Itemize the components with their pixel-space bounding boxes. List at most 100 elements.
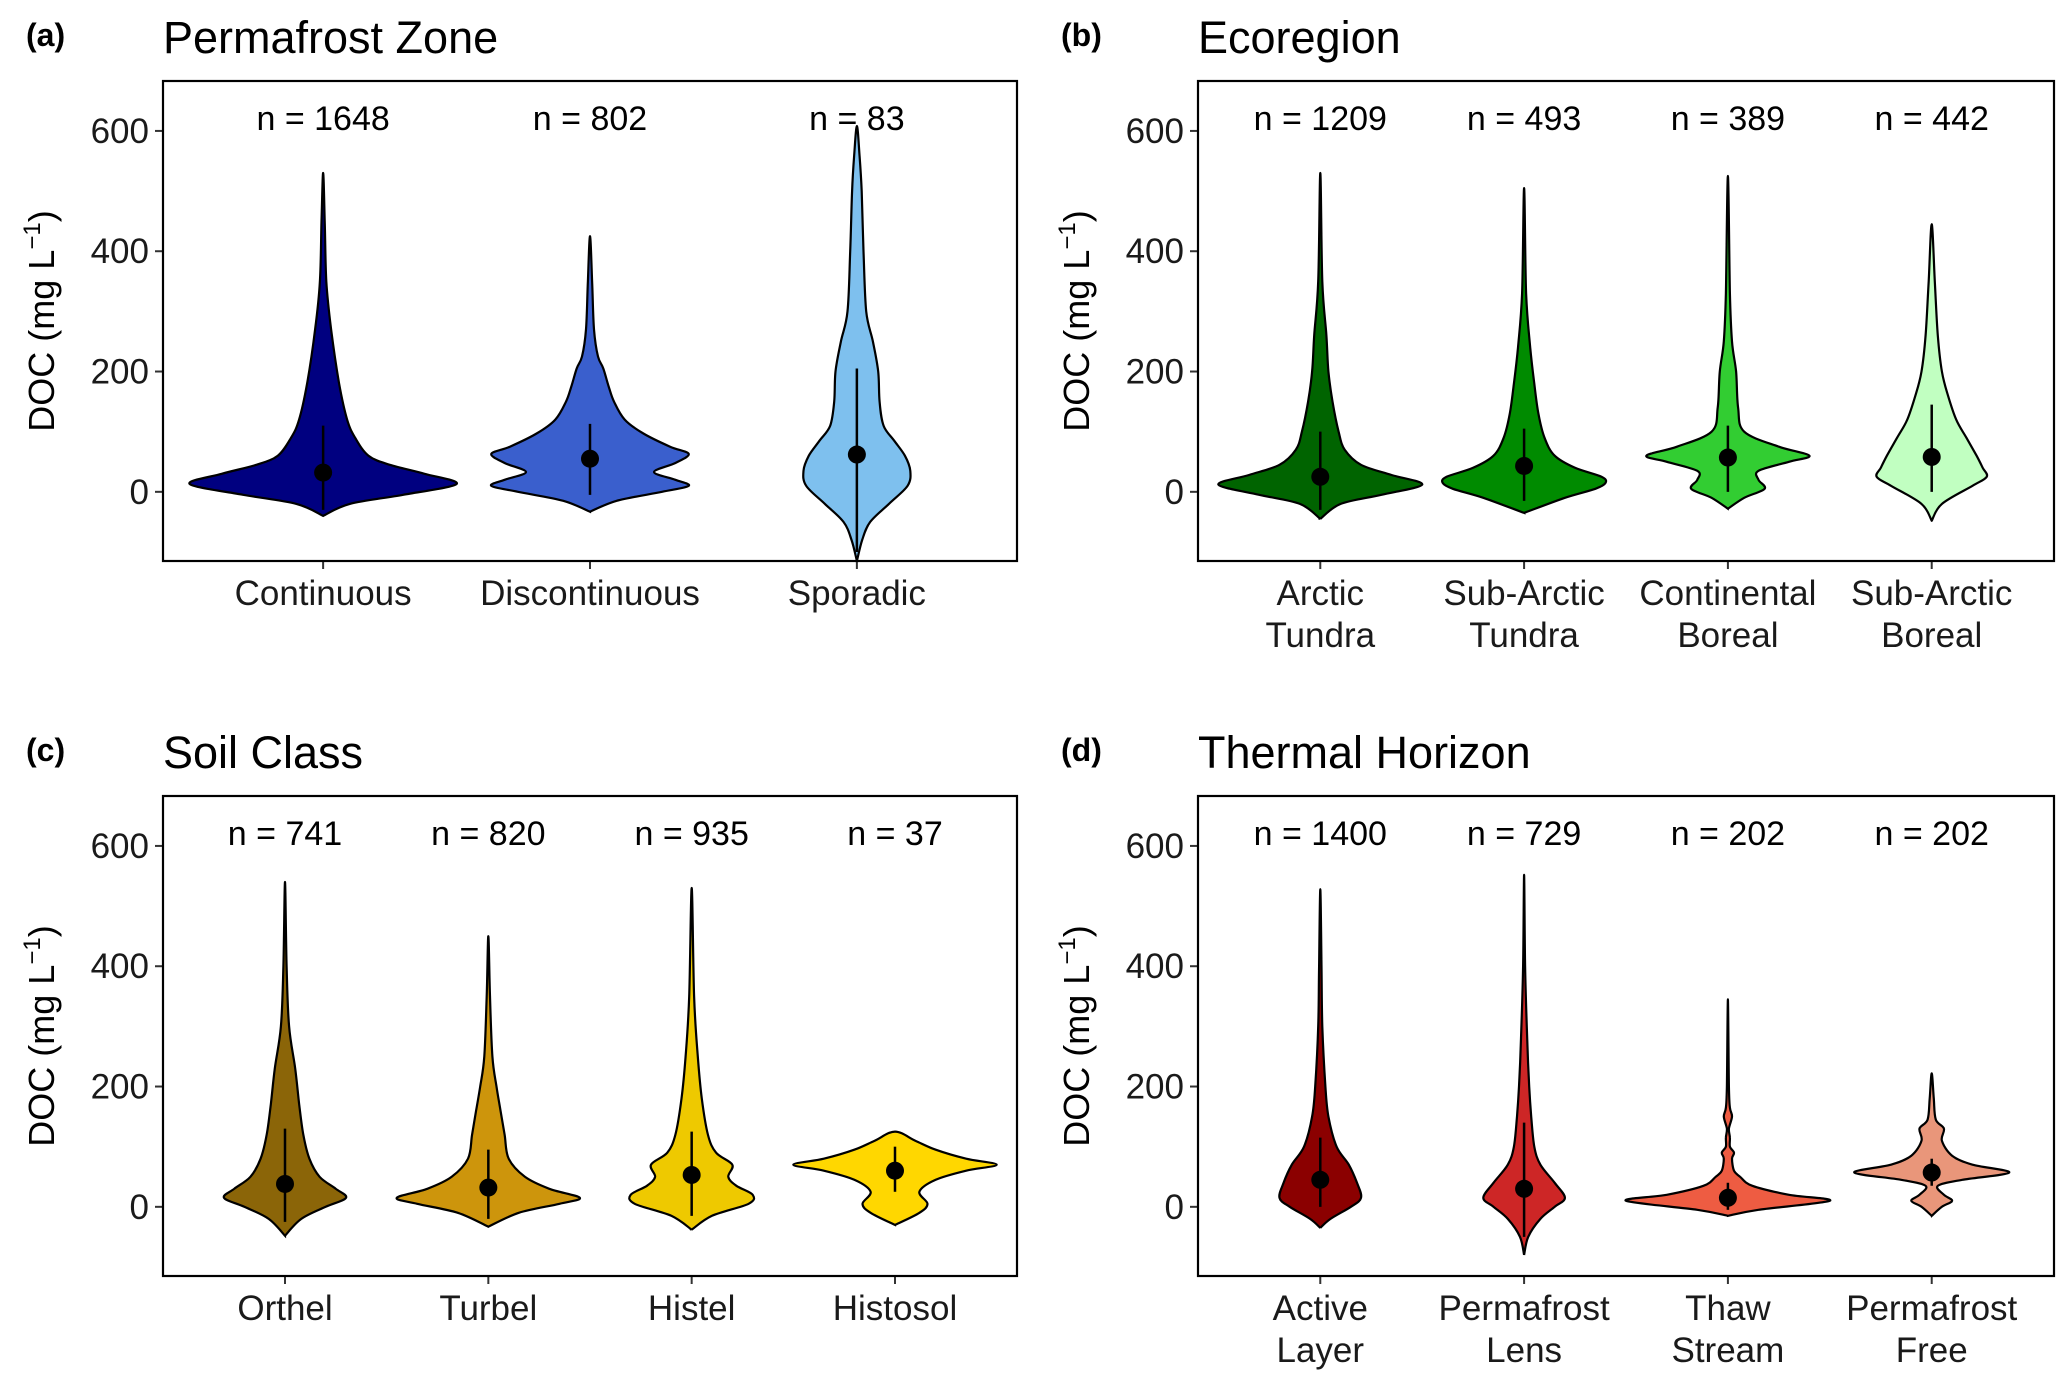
- x-tick-label: Active: [1273, 1289, 1368, 1328]
- panel-label: (d): [1061, 732, 1102, 768]
- y-axis-label-main: DOC (mg L: [21, 965, 62, 1147]
- y-axis-label-close: ): [21, 925, 62, 937]
- x-tick-label: Discontinuous: [480, 574, 700, 613]
- x-tick-label: Arctic: [1277, 574, 1365, 613]
- x-tick-label: Sub-Arctic: [1851, 574, 2012, 613]
- panel-a: (a) Permafrost Zone DOC (mg L−1) 0 200 400 600…: [19, 12, 1019, 613]
- median-point: [314, 463, 333, 482]
- x-tick-label: Free: [1896, 1331, 1968, 1370]
- n-label: n = 83: [809, 100, 904, 138]
- violin-2: [802, 124, 912, 563]
- violin-3: [1875, 223, 1989, 522]
- x-tick-label: Continental: [1639, 574, 1816, 613]
- median-point: [682, 1165, 701, 1184]
- y-tick-label: 600: [91, 112, 149, 151]
- x-tick-label: Tundra: [1265, 616, 1375, 655]
- panel-label: (c): [26, 732, 65, 768]
- median-point: [479, 1178, 498, 1197]
- y-axis-label-superscript: −1: [1054, 937, 1081, 964]
- x-tick-label: Thaw: [1685, 1289, 1771, 1328]
- violin-3: [1853, 1072, 2011, 1218]
- y-axis-label-main: DOC (mg L: [1056, 250, 1097, 432]
- n-label: n = 37: [847, 815, 942, 853]
- n-label: n = 741: [228, 815, 342, 853]
- y-tick-label: 600: [91, 827, 149, 866]
- x-tick-label: Lens: [1486, 1331, 1562, 1370]
- y-tick-label: 400: [1126, 947, 1184, 986]
- y-tick-label: 0: [1165, 473, 1184, 512]
- y-axis-label-close: ): [1056, 925, 1097, 937]
- median-point: [886, 1161, 904, 1180]
- median-point: [1311, 1170, 1330, 1189]
- median-point: [1922, 1163, 1941, 1182]
- y-tick-label: 600: [1126, 827, 1184, 866]
- violin-1: [1441, 186, 1608, 515]
- n-label: n = 442: [1875, 100, 1989, 138]
- median-point: [1311, 467, 1330, 486]
- y-tick-label: 200: [1126, 353, 1184, 392]
- y-tick-label: 600: [1126, 112, 1184, 151]
- x-tick-label: Turbel: [439, 1289, 537, 1328]
- median-point: [847, 445, 866, 464]
- y-tick-label: 200: [1126, 1068, 1184, 1107]
- y-axis-label-main: DOC (mg L: [21, 250, 62, 432]
- n-label: n = 1209: [1254, 100, 1387, 138]
- median-point: [1922, 447, 1941, 466]
- y-tick-label: 400: [91, 232, 149, 271]
- panel-title: Ecoregion: [1198, 12, 1401, 63]
- n-label: n = 389: [1671, 100, 1785, 138]
- plot-border: [1196, 794, 2056, 1278]
- x-tick-label: Boreal: [1881, 616, 1982, 655]
- x-tick-label: Layer: [1277, 1331, 1365, 1370]
- x-tick-label: Boreal: [1677, 616, 1778, 655]
- n-label: n = 820: [431, 815, 545, 853]
- x-tick-label: Sub-Arctic: [1443, 574, 1604, 613]
- n-label: n = 202: [1671, 815, 1785, 853]
- x-tick-label: Histosol: [833, 1289, 957, 1328]
- x-tick-label: Permafrost: [1846, 1289, 2017, 1328]
- panel-title: Permafrost Zone: [163, 12, 498, 63]
- y-axis-label: DOC (mg L−1): [1054, 925, 1097, 1146]
- violin-0: [1278, 888, 1363, 1229]
- violin-0: [188, 171, 458, 518]
- y-axis-label-close: ): [21, 210, 62, 222]
- median-point: [581, 449, 599, 468]
- x-tick-label: Continuous: [235, 574, 412, 613]
- n-label: n = 935: [634, 815, 748, 853]
- y-axis-label-close: ): [1056, 210, 1097, 222]
- y-tick-label: 400: [1126, 232, 1184, 271]
- plot-border: [1196, 79, 2056, 563]
- violin-2: [628, 886, 756, 1231]
- y-tick-label: 0: [1165, 1188, 1184, 1227]
- violin-1: [1482, 873, 1567, 1256]
- x-tick-label: Sporadic: [788, 574, 926, 613]
- violin-0: [1217, 171, 1424, 520]
- y-axis-label-superscript: −1: [1054, 222, 1081, 249]
- x-tick-label: Stream: [1671, 1331, 1784, 1370]
- y-axis-label: DOC (mg L−1): [19, 925, 62, 1146]
- panel-label: (b): [1061, 17, 1102, 53]
- violin-2: [1624, 998, 1832, 1218]
- panel-title: Soil Class: [163, 727, 363, 778]
- median-point: [1718, 1188, 1737, 1207]
- y-tick-label: 200: [91, 1068, 149, 1107]
- panel-b: (b) Ecoregion DOC (mg L−1) 0 200 400 600 n = 12…: [1054, 12, 2056, 655]
- n-label: n = 802: [533, 100, 647, 138]
- n-label: n = 493: [1467, 100, 1581, 138]
- y-tick-label: 400: [91, 947, 149, 986]
- plot-border: [161, 794, 1019, 1278]
- y-tick-label: 0: [130, 1188, 149, 1227]
- n-label: n = 1400: [1254, 815, 1387, 853]
- y-tick-label: 0: [130, 473, 149, 512]
- panel-c: (c) Soil Class DOC (mg L−1) 0 200 400 600 n = 7…: [19, 727, 1019, 1328]
- x-tick-label: Histel: [648, 1289, 736, 1328]
- x-tick-label: Orthel: [237, 1289, 332, 1328]
- violin-2: [1645, 174, 1811, 511]
- panel-label: (a): [26, 17, 65, 53]
- violin-1: [489, 235, 691, 514]
- y-axis-label: DOC (mg L−1): [1054, 210, 1097, 431]
- n-label: n = 729: [1467, 815, 1581, 853]
- plot-border: [161, 79, 1019, 563]
- x-tick-label: Permafrost: [1439, 1289, 1610, 1328]
